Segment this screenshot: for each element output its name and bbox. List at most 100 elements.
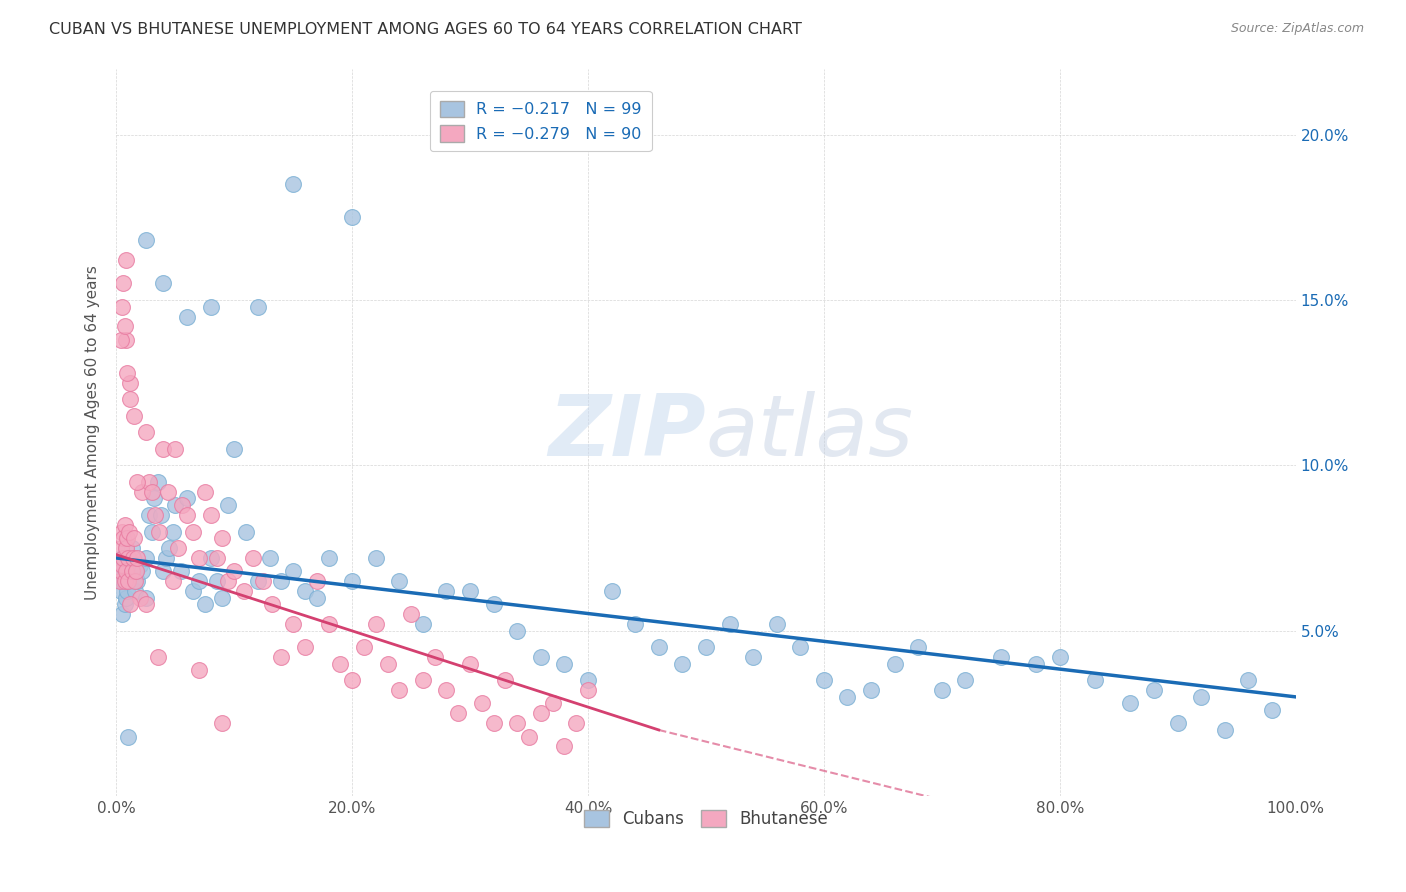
Point [128,558,150,572]
Point [115,531,138,545]
Point [111,524,134,539]
Point [837,690,859,704]
Point [576,673,599,688]
Point [124,574,146,588]
Point [170,564,193,578]
Point [112,277,135,291]
Point [211,716,233,731]
Point [172,498,194,512]
Point [553,739,575,754]
Point [329,657,352,671]
Point [200,508,222,522]
Point [294,640,316,655]
Point [120,392,142,407]
Point [789,640,811,655]
Point [494,673,516,688]
Point [135,597,157,611]
Point [471,697,494,711]
Point [157,484,180,499]
Point [117,551,139,566]
Point [110,333,132,347]
Point [114,541,136,555]
Point [340,211,363,225]
Point [530,650,553,665]
Point [242,551,264,566]
Point [120,597,142,611]
Point [143,508,166,522]
Point [506,716,529,731]
Text: atlas: atlas [706,391,914,474]
Point [150,508,173,522]
Point [131,484,153,499]
Point [211,531,233,545]
Point [122,574,145,588]
Point [131,564,153,578]
Legend: Cubans, Bhutanese: Cubans, Bhutanese [578,804,835,835]
Point [114,591,136,605]
Point [624,617,647,632]
Point [423,650,446,665]
Point [252,574,274,588]
Point [270,650,292,665]
Point [121,551,143,566]
Y-axis label: Unemployment Among Ages 60 to 64 years: Unemployment Among Ages 60 to 64 years [86,265,100,599]
Point [117,564,139,578]
Point [224,442,246,456]
Point [217,498,239,512]
Point [181,584,204,599]
Point [194,484,217,499]
Point [181,524,204,539]
Point [1084,673,1107,688]
Point [125,564,148,578]
Point [152,277,174,291]
Point [117,574,139,588]
Point [436,683,458,698]
Point [270,574,292,588]
Point [187,551,209,566]
Point [283,564,305,578]
Point [813,673,835,688]
Point [246,574,269,588]
Point [541,697,564,711]
Point [187,574,209,588]
Point [530,706,553,721]
Point [152,564,174,578]
Point [165,498,187,512]
Point [114,564,136,578]
Point [718,617,741,632]
Point [482,597,505,611]
Point [235,524,257,539]
Point [118,551,141,566]
Point [860,683,883,698]
Point [565,716,588,731]
Point [576,683,599,698]
Text: ZIP: ZIP [548,391,706,474]
Point [377,657,399,671]
Point [458,657,481,671]
Point [399,607,422,622]
Point [111,551,134,566]
Point [117,730,139,744]
Point [138,475,160,489]
Point [318,617,340,632]
Point [553,657,575,671]
Point [143,491,166,506]
Point [135,551,157,566]
Point [1143,683,1166,698]
Point [211,591,233,605]
Text: CUBAN VS BHUTANESE UNEMPLOYMENT AMONG AGES 60 TO 64 YEARS CORRELATION CHART: CUBAN VS BHUTANESE UNEMPLOYMENT AMONG AG… [49,22,801,37]
Point [128,591,150,605]
Point [110,541,132,555]
Point [162,524,184,539]
Point [388,683,411,698]
Point [117,574,139,588]
Point [1049,650,1071,665]
Point [1261,703,1284,717]
Point [114,597,136,611]
Point [506,624,529,638]
Point [141,484,163,499]
Point [146,650,169,665]
Point [517,730,540,744]
Point [162,574,184,588]
Point [187,664,209,678]
